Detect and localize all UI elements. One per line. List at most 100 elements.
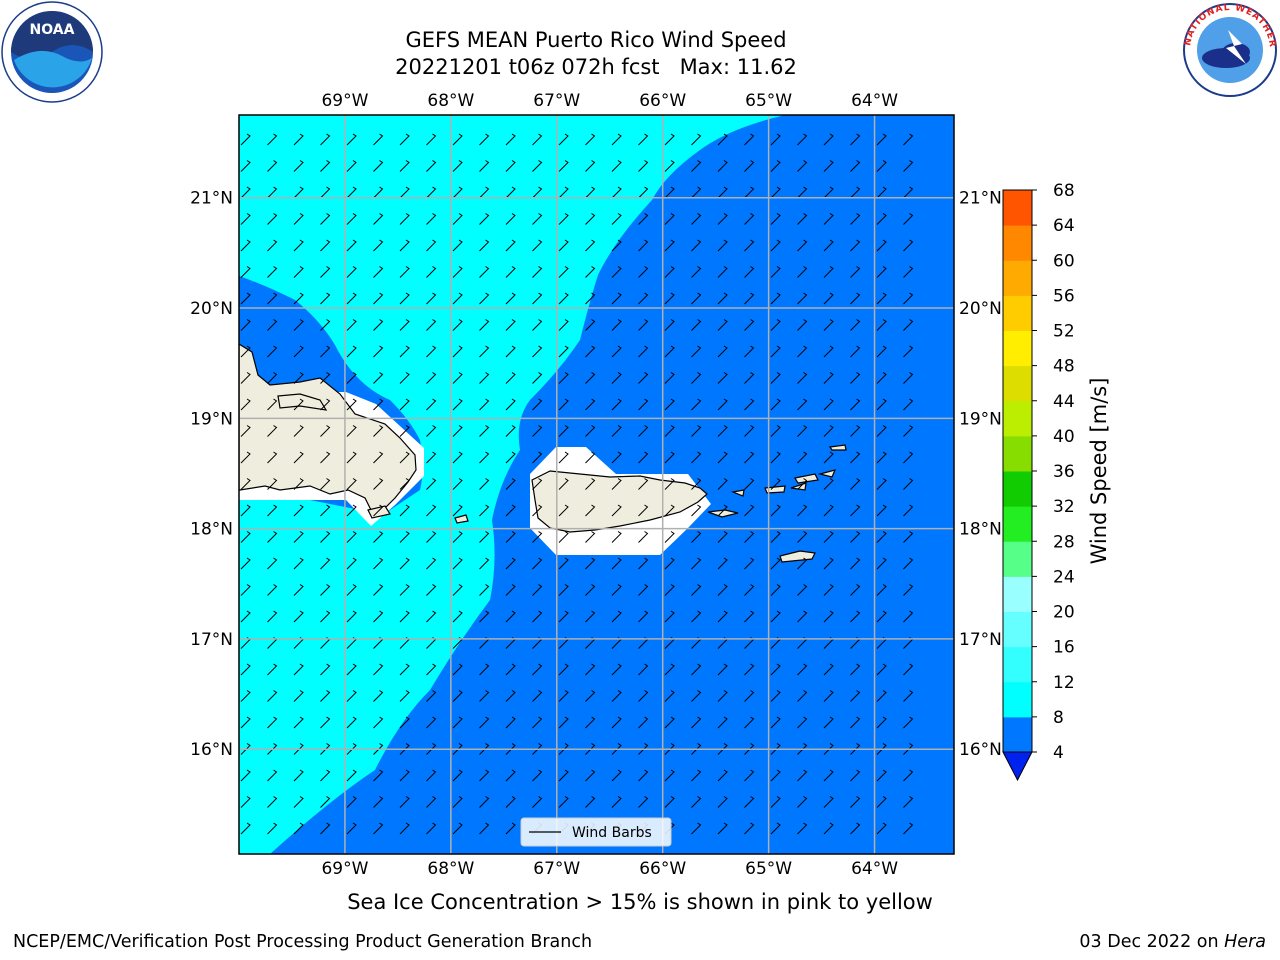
colorbar-tick-label: 40 [1053,427,1075,447]
wind-barb [452,345,463,358]
wind-barb [320,425,331,437]
wind-barb [638,557,649,570]
wind-barb [479,504,490,517]
wind-barb [611,531,622,543]
wind-barb [744,504,755,517]
wind-barb [399,398,410,411]
wind-barb [717,610,728,623]
wind-barb [823,451,834,464]
wind-barb [850,133,861,146]
wind-barb [479,213,490,225]
wind-barb [558,690,569,702]
nws-logo: NATIONAL WEATHER SERVICE [1176,0,1277,97]
wind-barb [585,743,596,755]
wind-barb [346,557,357,570]
wind-barb [611,319,622,331]
wind-barb [267,743,278,755]
wind-barb [426,584,437,596]
wind-barb [903,239,914,252]
wind-barb [532,531,543,543]
lon-tick-label: 69°W [321,859,368,879]
wind-barb [558,239,569,252]
wind-barb [452,769,463,782]
wind-barb [611,425,622,437]
wind-barb [320,213,331,225]
footer-date: 03 Dec 2022 on Hera [1079,932,1266,952]
wind-barb [850,186,861,199]
wind-barb [664,319,675,331]
wind-barb [505,425,516,437]
wind-barb [479,769,490,782]
wind-barb [691,398,702,411]
wind-barb [876,345,887,358]
wind-barb [452,478,463,490]
wind-barb [691,186,702,199]
wind-barb [876,133,887,146]
wind-barb [293,186,304,199]
wind-barb [240,186,251,199]
wind-barb [346,663,357,676]
wind-barb [823,186,834,199]
wind-barb [770,690,781,702]
wind-barb [558,372,569,384]
wind-barb [320,584,331,596]
wind-barb [426,372,437,384]
wind-barb [850,610,861,623]
wind-barb [638,425,649,437]
wind-barb [426,345,437,358]
wind-barb [505,266,516,278]
wind-barb [346,504,357,517]
wind-barb [267,239,278,252]
wind-barb [638,133,649,146]
wind-barb [373,504,384,517]
wind-barb [850,239,861,252]
wind-barb [532,478,543,490]
wind-barb [426,769,437,782]
wind-barb [585,610,596,623]
wind-barb [558,425,569,437]
wind-barb [479,451,490,464]
wind-barb [585,425,596,437]
wind-barb [717,345,728,358]
wind-barb [346,319,357,331]
wind-barb [903,478,914,490]
wind-barb [320,504,331,517]
wind-barb [744,610,755,623]
wind-barb [293,213,304,225]
wind-barb [823,584,834,596]
wind-barb [426,213,437,225]
wind-barb [664,690,675,702]
wind-barb [373,743,384,755]
colorbar-swatch [1003,295,1032,331]
wind-barb [505,372,516,384]
wind-barb [876,425,887,437]
wind-barb [505,292,516,305]
wind-barb [452,266,463,278]
wind-barb [399,743,410,755]
wind-barb [717,292,728,305]
wind-barb [691,425,702,437]
wind-barb [426,239,437,252]
colorbar-tick-label: 20 [1053,603,1075,623]
wind-barb [293,769,304,782]
wind-barb [267,372,278,384]
wind-barb [770,557,781,570]
wind-barb [611,690,622,702]
wind-barb [638,531,649,543]
wind-barb [240,266,251,278]
wind-barb [797,451,808,464]
wind-barb [770,584,781,596]
wind-barb [823,160,834,172]
wind-barb [267,769,278,782]
wind-barb [770,478,781,490]
wind-barb [426,690,437,702]
wind-barb [797,345,808,358]
wind-barb [797,372,808,384]
wind-barb [876,743,887,755]
wind-barb [479,425,490,437]
wind-barb [505,743,516,755]
wind-barb [558,716,569,729]
wind-barb [399,133,410,146]
axis-tick-labels: 69°W 69°W 68°W 68°W 67°W 67°W 66°W 66°W 65°W 65°W… [190,91,1002,879]
colorbar-tick-label: 24 [1053,567,1075,587]
